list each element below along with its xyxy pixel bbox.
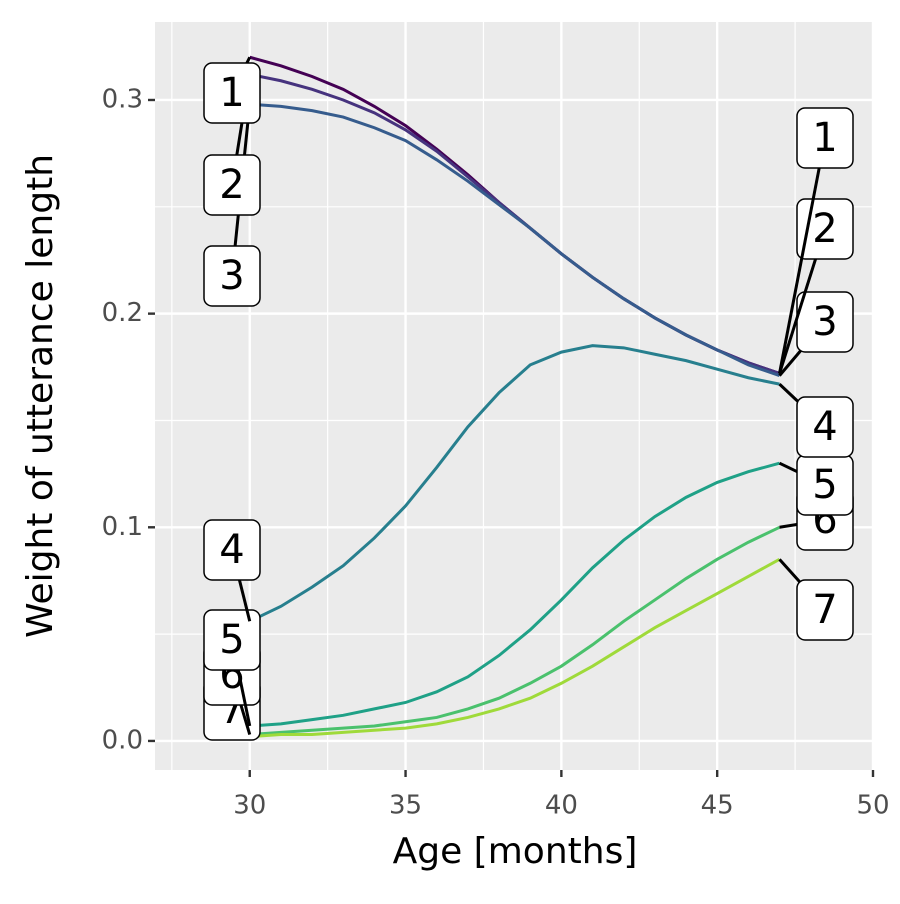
y-tick-label: 0.1: [102, 512, 143, 542]
label-leader: [778, 137, 827, 374]
x-tick-label: 45: [701, 791, 734, 821]
line: [249, 558, 781, 739]
x-axis-title: Age [months]: [393, 831, 638, 872]
x-tick-label: 35: [389, 791, 422, 821]
series-label: 2: [219, 162, 244, 208]
series-label: 1: [812, 115, 837, 161]
x-tick-label: 50: [856, 791, 889, 821]
label-box: [796, 396, 854, 458]
x-tick-label: 30: [233, 791, 266, 821]
y-tick-label: 0.3: [102, 84, 143, 114]
series-label: 5: [219, 617, 244, 663]
series-label: 1: [219, 70, 244, 116]
series-label: 3: [812, 299, 837, 345]
label-box: [203, 245, 261, 307]
y-axis-title: Weight of utterance length: [20, 154, 61, 638]
label-box: [796, 107, 854, 169]
series-label: 5: [812, 462, 837, 508]
series-label: 7: [812, 587, 837, 633]
y-tick-label: 0.2: [102, 298, 143, 328]
line: [249, 525, 781, 737]
label-box: [796, 579, 854, 641]
series-label: 4: [812, 404, 837, 450]
x-tick-label: 40: [545, 791, 578, 821]
line: [249, 461, 780, 728]
y-tick-label: 0.0: [102, 725, 143, 755]
plot-panel: [155, 22, 873, 770]
line: [249, 102, 780, 378]
label-box: [203, 154, 261, 216]
label-box: [203, 609, 261, 671]
series-label: 4: [219, 527, 244, 573]
label-box: [203, 62, 261, 124]
series-label: 2: [812, 206, 837, 252]
line: [249, 344, 780, 623]
series-label: 3: [219, 253, 244, 299]
label-box: [203, 519, 261, 581]
